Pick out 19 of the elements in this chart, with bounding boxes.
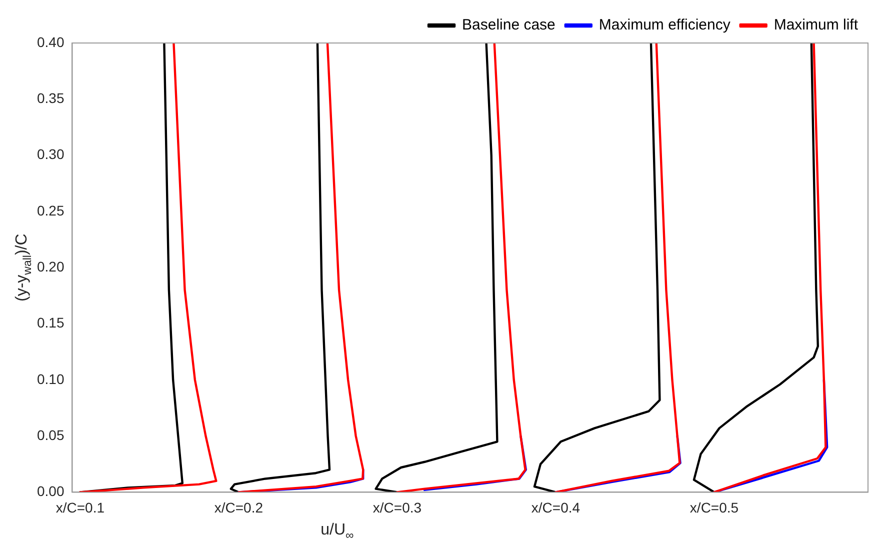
legend-label: Baseline case bbox=[462, 16, 556, 34]
y-tick-label: 0.00 bbox=[37, 483, 64, 500]
y-tick-label: 0.40 bbox=[37, 34, 64, 50]
y-tick-label: 0.20 bbox=[37, 258, 64, 274]
y-axis-title: (y-ywall)/C bbox=[13, 234, 34, 302]
x-tick-label: x/C=0.4 bbox=[531, 499, 580, 516]
x-tick-label: x/C=0.1 bbox=[56, 499, 105, 516]
x-tick-label: x/C=0.2 bbox=[214, 499, 264, 516]
y-tick-label: 0.25 bbox=[37, 202, 64, 218]
x-tick-label: x/C=0.5 bbox=[690, 499, 739, 516]
y-tick-label: 0.10 bbox=[37, 370, 64, 387]
y-tick-label: 0.15 bbox=[37, 314, 64, 331]
y-tick-label: 0.05 bbox=[37, 426, 64, 443]
x-tick-label: x/C=0.3 bbox=[372, 499, 422, 516]
x-axis-title: u/U∞ bbox=[320, 521, 354, 542]
y-tick-label: 0.30 bbox=[37, 146, 64, 162]
legend-label: Maximum lift bbox=[774, 16, 859, 34]
y-tick-label: 0.35 bbox=[37, 90, 64, 106]
legend-label: Maximum efficiency bbox=[598, 16, 731, 34]
